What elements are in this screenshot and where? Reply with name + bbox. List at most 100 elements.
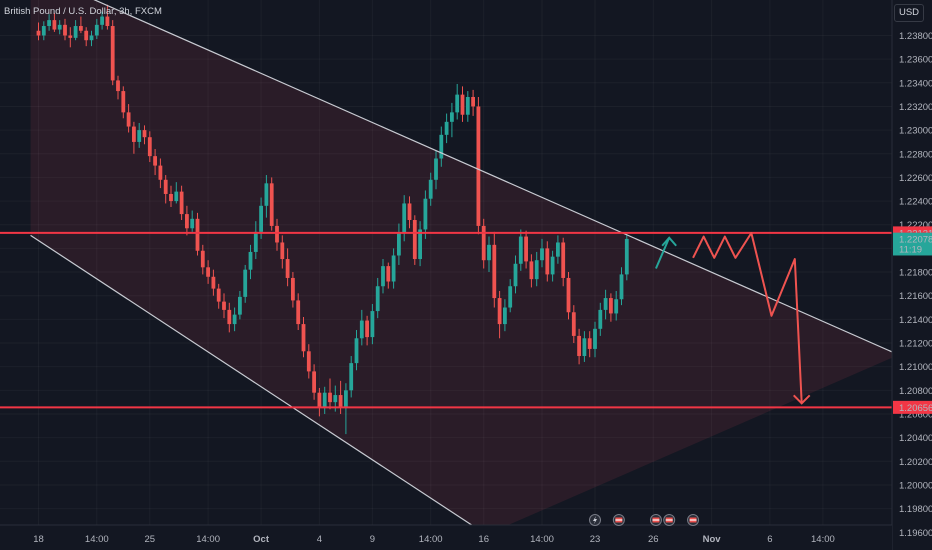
price-tick-label: 1.23200 [899, 102, 932, 113]
price-tag-label: 1.20656 [899, 403, 932, 414]
candle-body [577, 335, 581, 357]
time-tick-label: 6 [767, 534, 772, 545]
candle-body [582, 338, 587, 357]
candle-body [280, 242, 285, 260]
price-tick-label: 1.21000 [899, 362, 932, 373]
price-tag-box [893, 232, 932, 246]
candle-body [269, 183, 274, 226]
price-tick-label: 1.23000 [899, 126, 932, 137]
trend-line [30, 234, 487, 536]
candle-body [195, 218, 200, 251]
price-tick-label: 1.23800 [899, 31, 932, 42]
candle-body [614, 299, 619, 314]
currency-button[interactable]: USD [894, 4, 924, 22]
candle-body [296, 300, 301, 325]
candle-body [121, 91, 126, 113]
projection-zigzag-path [692, 232, 803, 404]
candle-body [47, 20, 51, 27]
candle-body [79, 26, 83, 31]
candle-body [450, 112, 454, 122]
candle-body [126, 112, 131, 127]
price-tick-label: 1.20000 [899, 480, 932, 491]
price-tag-label: 1.22078 [899, 235, 932, 246]
time-tick-label: 14:00 [811, 534, 835, 545]
candle-body [179, 191, 184, 215]
price-tick-label: 1.20400 [899, 433, 932, 444]
candle-body [211, 276, 216, 289]
candle-body [386, 266, 391, 282]
candle-body [518, 236, 523, 264]
time-tick-label: 9 [370, 534, 375, 545]
price-tick-label: 1.21200 [899, 339, 932, 350]
candle-body [503, 307, 507, 325]
candle-body [455, 94, 460, 113]
candle-body [412, 220, 417, 260]
candle-body [68, 35, 73, 38]
candle-body [471, 96, 475, 107]
symbol-title: British Pound / U.S. Dollar, 3h, FXCM [4, 6, 162, 17]
candle-body [593, 328, 597, 349]
candle-body [465, 96, 470, 115]
candle-body [100, 16, 104, 25]
flag-event-icon[interactable] [612, 514, 625, 526]
candle-body [190, 218, 195, 229]
candle-body [206, 267, 210, 277]
flag-event-icon[interactable] [649, 514, 662, 526]
candle-body [550, 256, 555, 275]
candle-body [63, 24, 67, 36]
candle-body [370, 311, 375, 338]
candle-body [492, 244, 497, 299]
candle-body [275, 225, 279, 243]
candle-body [587, 338, 592, 349]
candle-body [328, 392, 332, 403]
candle-body [545, 248, 550, 275]
price-tick-label: 1.21400 [899, 315, 932, 326]
price-tag-box [893, 242, 932, 256]
time-tick-label: 14:00 [530, 534, 554, 545]
candle-body [481, 225, 486, 261]
candle-body [344, 390, 348, 407]
price-tick-label: 1.22800 [899, 149, 932, 160]
candle-body [285, 259, 290, 278]
candle-body [624, 238, 629, 275]
price-tick-label: 1.20200 [899, 457, 932, 468]
candle-body [185, 214, 189, 229]
candle-body [354, 338, 359, 364]
lightning-event-icon[interactable] [589, 514, 601, 526]
price-tick-label: 1.19800 [899, 504, 932, 515]
candle-body [534, 260, 539, 280]
flag-event-icon[interactable] [663, 514, 676, 526]
price-tick-label: 1.23600 [899, 55, 932, 66]
arrowhead-down-icon [792, 394, 811, 405]
flag-event-icon[interactable] [687, 514, 700, 526]
candle-body [609, 298, 613, 314]
candle-body [397, 233, 401, 256]
candle-body [556, 242, 560, 257]
flag-stripe [689, 519, 697, 521]
candle-body [476, 106, 481, 226]
candle-body [110, 26, 115, 81]
candle-body [391, 255, 396, 282]
price-tick-label: 1.21800 [899, 268, 932, 279]
trend-line [93, 0, 899, 356]
candle-body [137, 130, 142, 142]
candle-body [333, 395, 338, 403]
time-tick-label: 26 [648, 534, 659, 545]
candle-body [540, 248, 544, 261]
candle-body [423, 198, 428, 230]
candle-body [153, 156, 157, 166]
candle-body [259, 205, 263, 232]
candle-body [434, 158, 438, 180]
price-tick-label: 1.20600 [899, 409, 932, 420]
candle-body [561, 242, 566, 278]
candle-body [407, 203, 412, 220]
time-tick-label: 16 [478, 534, 489, 545]
candle-body [52, 20, 57, 30]
candle-body [487, 244, 491, 261]
candle-body [571, 312, 576, 336]
candle-body [402, 203, 407, 234]
candle-body [84, 30, 89, 41]
price-tick-label: 1.22400 [899, 197, 932, 208]
candle-body [41, 26, 46, 36]
